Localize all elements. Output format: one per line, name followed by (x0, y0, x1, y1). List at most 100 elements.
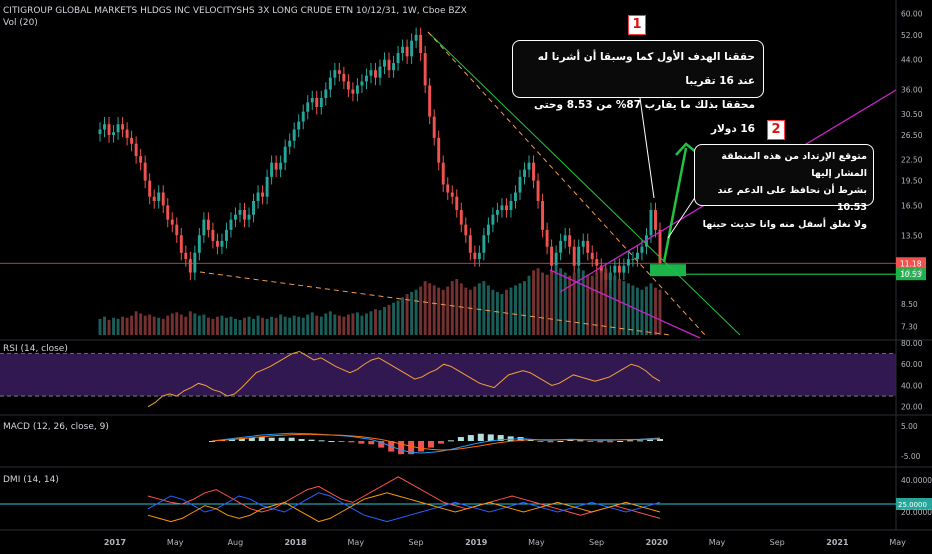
macd-panel[interactable] (209, 432, 663, 455)
candle-body (532, 162, 536, 181)
candle-body (414, 34, 418, 41)
candle-body (143, 162, 147, 181)
macd-histogram-bar (268, 437, 275, 441)
macd-histogram-bar (547, 441, 554, 443)
rsi-tick-label: 60.00 (901, 360, 923, 369)
candle-body (360, 81, 364, 86)
price-tick-label: 10.50 (901, 269, 923, 278)
volume-bar (143, 315, 147, 335)
macd-histogram-bar (657, 439, 663, 441)
volume-bar (374, 309, 377, 335)
volume-bar (188, 311, 192, 335)
callout-2-line-3: ولا نغلق أسفل منه وانا حديث حينها (702, 219, 867, 230)
price-tick-label: 13.50 (901, 231, 923, 240)
support-zone-box (650, 264, 686, 277)
dmi-panel[interactable]: 25.0000 (0, 476, 932, 523)
volume-bar (206, 317, 210, 335)
candle-body (229, 219, 233, 230)
volume-bar (152, 316, 156, 335)
candle-body (292, 129, 296, 141)
candle-body (599, 265, 603, 273)
volume-bar (288, 317, 292, 335)
candle-body (405, 46, 409, 57)
candle-body (459, 210, 463, 225)
volume-bar (134, 311, 138, 335)
macd-histogram-bar (637, 440, 644, 442)
macd-histogram-bar (338, 441, 345, 442)
candle-body (103, 124, 106, 130)
time-tick-label: 2018 (284, 538, 307, 547)
rsi-line (147, 350, 661, 408)
volume-bar (346, 314, 350, 335)
candle-body (206, 219, 210, 230)
price-tick-label: 16.50 (901, 201, 923, 210)
volume-bar (405, 294, 409, 335)
candle-body (256, 192, 260, 202)
candle-body (590, 252, 594, 260)
volume-bar (161, 318, 165, 335)
rsi-panel[interactable] (0, 350, 896, 408)
volume-bar (428, 283, 432, 335)
candle-body (346, 81, 350, 90)
volume-bar (148, 314, 152, 335)
volume-bar (175, 312, 179, 335)
macd-tick-label: -5.00 (901, 452, 921, 461)
support-badge: 10.53 (900, 270, 922, 279)
volume-bar (355, 312, 359, 335)
candle-body (482, 235, 486, 253)
candle-body (631, 259, 635, 261)
candle-body (252, 201, 256, 215)
downtrend-line-green (427, 31, 741, 336)
price-tick-label: 60.00 (901, 10, 923, 19)
volume-bar (351, 313, 355, 335)
callout-2-line-2: بشرط أن نحافظ على الدعم عند 10.53 (717, 185, 867, 213)
macd-histogram-bar (447, 440, 454, 442)
volume-bar (617, 279, 621, 335)
candle-body (288, 140, 292, 147)
candle-body (265, 176, 269, 197)
macd-histogram-bar (627, 440, 634, 442)
candle-body (658, 229, 662, 264)
candle-body (112, 132, 116, 136)
candle-body (446, 184, 450, 193)
rsi-tick-label: 40.00 (901, 381, 923, 390)
candle-body (351, 89, 355, 94)
price-tick-label: 52.00 (901, 31, 923, 40)
volume-bar (545, 274, 549, 335)
macd-histogram-bar (328, 441, 335, 442)
last-price-badge-bg (896, 257, 926, 270)
candle-body (455, 196, 459, 211)
volume-bar (139, 313, 143, 335)
candle-body (116, 124, 120, 133)
candle-body (107, 124, 111, 136)
volume-bar (608, 272, 612, 335)
volume-bar (550, 270, 554, 335)
candle-body (581, 240, 585, 247)
candle-body (179, 235, 183, 253)
candle-body (568, 235, 572, 247)
candle-body (152, 196, 156, 202)
candle-body (193, 252, 197, 273)
candle-body (464, 224, 468, 236)
candle-body (306, 102, 310, 112)
macd-histogram-bar (398, 441, 405, 455)
volume-bar (554, 265, 558, 335)
time-tick-label: May (528, 538, 545, 547)
candle-body (315, 97, 319, 108)
candle-body (432, 116, 436, 138)
candle-body (654, 210, 657, 230)
volume-bar (211, 318, 215, 335)
macd-histogram-bar (428, 441, 435, 448)
candle-body (98, 129, 102, 135)
volume-bar (121, 316, 125, 335)
volume-bar (500, 294, 504, 335)
volume-bar (455, 279, 459, 335)
volume-bar (654, 287, 657, 335)
callout-rebound-expected: متوقع الإرتداد من هذه المنطقة المشار إلي… (694, 144, 874, 230)
volume-bar (658, 289, 662, 335)
volume-bar (306, 314, 310, 335)
volume-bar (527, 275, 531, 335)
macd-histogram-bar (228, 439, 235, 441)
